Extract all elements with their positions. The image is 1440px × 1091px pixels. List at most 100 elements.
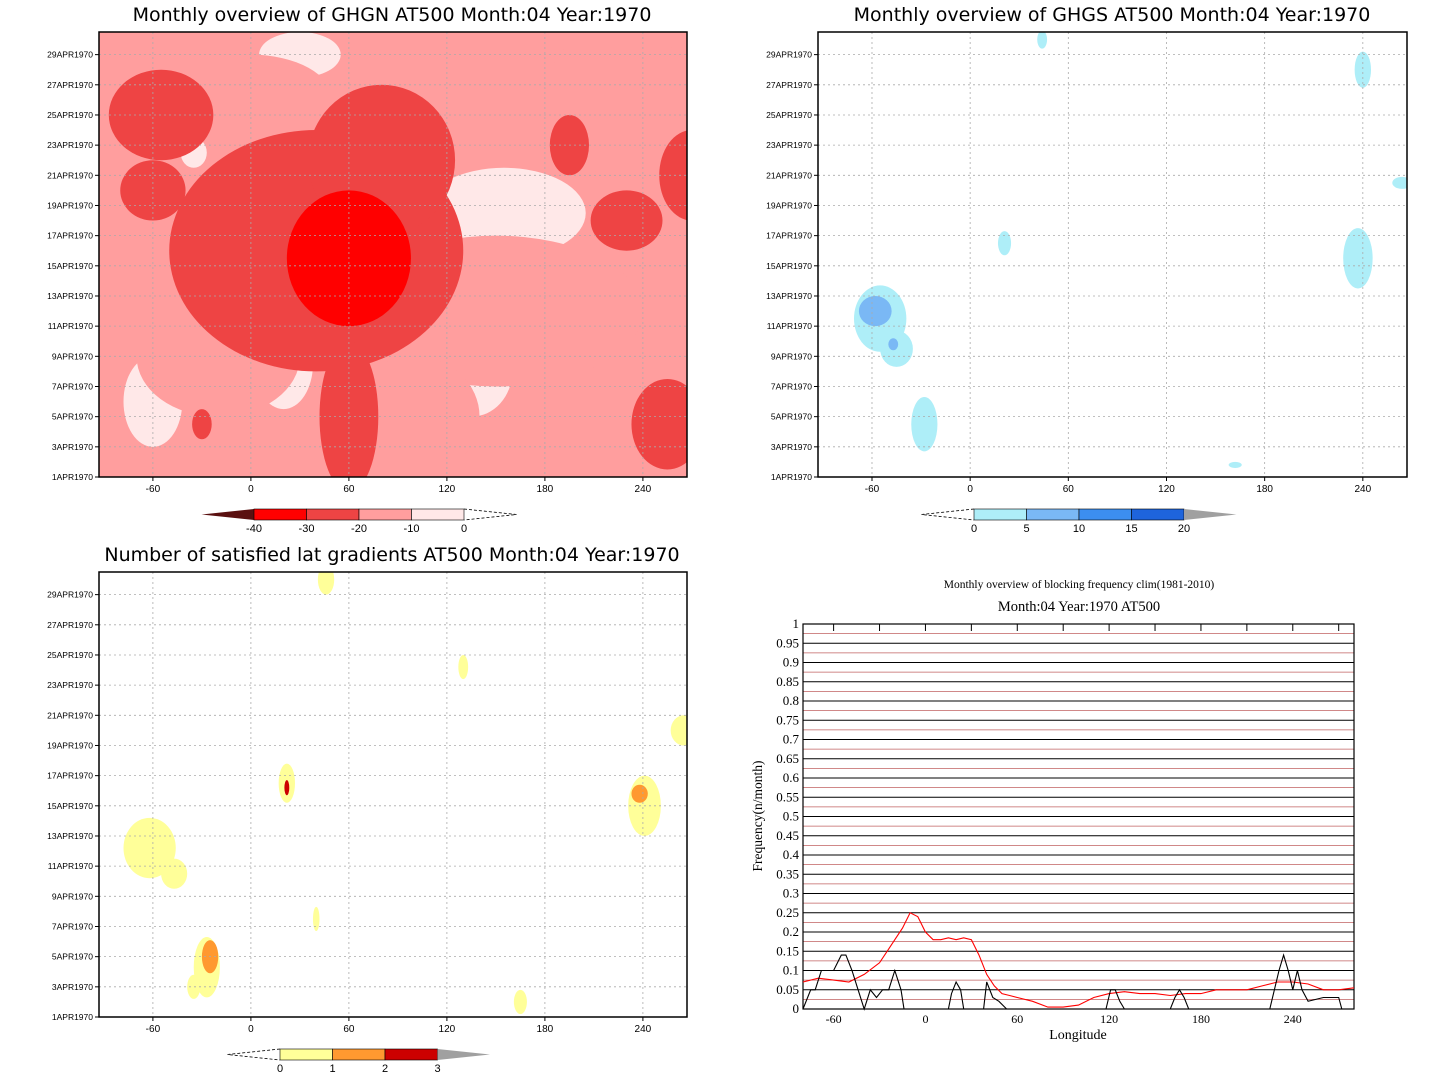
ghgn-plot-frame: [98, 31, 688, 478]
ghgn-y-tick-label: 11APR1970: [48, 321, 93, 331]
ghgs-x-tick-label: -60: [865, 484, 880, 495]
ghgn-contour-blob: [108, 69, 214, 161]
grad-x-tick-label: 240: [635, 1024, 652, 1035]
frequency-y-tick-label: 0.2: [783, 924, 799, 939]
ghgs-x-tick-label: 60: [1063, 484, 1075, 495]
grad-y-tick-label: 3APR1970: [52, 982, 93, 992]
ghgn-y-tick-label: 23APR1970: [47, 140, 93, 150]
frequency-y-tick-label: 0.75: [776, 712, 799, 727]
gradients-contour-field: [123, 572, 687, 1014]
ghgs-x-tick-label: 240: [1354, 484, 1371, 495]
colorbar-segment: [1131, 508, 1185, 521]
colorbar-label: -10: [404, 523, 420, 535]
colorbar-left-extension: [201, 509, 254, 520]
grad-contour-blob: [123, 817, 176, 879]
grad-contour-blob: [284, 780, 290, 796]
frequency-x-axis: -60 0 60 120 180 240: [826, 624, 1340, 1026]
grad-x-tick-label: 120: [439, 1024, 456, 1035]
frequency-x-tick-label: 0: [922, 1012, 928, 1026]
grad-y-tick-label: 21APR1970: [47, 710, 93, 720]
grad-y-tick-label: 9APR1970: [52, 891, 93, 901]
colorbar-segment: [332, 1048, 386, 1061]
frequency-x-tick-label: 120: [1100, 1012, 1118, 1026]
ghgs-y-tick-label: 25APR1970: [766, 110, 812, 120]
frequency-y-tick-label: 0.35: [776, 866, 799, 881]
ghgs-contour-field: [853, 32, 1407, 468]
grad-contour-blob: [513, 989, 527, 1014]
frequency-subtitle: Month:04 Year:1970 AT500: [998, 599, 1160, 615]
frequency-y-tick-label: 0: [793, 1001, 800, 1016]
ghgs-contour-blob: [997, 231, 1012, 256]
gradients-title: Number of satisfied lat gradients AT500 …: [104, 544, 679, 566]
ghgs-colorbar: 0 5 10 15 20: [921, 508, 1237, 535]
ghgn-colorbar: -40 -30 -20 -10 0: [201, 508, 517, 535]
ghgs-contour-blob: [1354, 51, 1372, 88]
ghgn-x-tick-label: 60: [343, 484, 355, 495]
gradients-colorbar: 0 1 2 3: [227, 1048, 490, 1075]
ghgn-title: Monthly overview of GHGN AT500 Month:04 …: [133, 4, 652, 26]
colorbar-label: 2: [382, 1063, 388, 1075]
colorbar-segment: [973, 508, 1027, 521]
ghgs-y-tick-label: 9APR1970: [771, 351, 812, 361]
ghgn-contour-blob: [590, 190, 663, 251]
grad-y-tick-label: 23APR1970: [47, 680, 93, 690]
colorbar-label: 1: [329, 1063, 335, 1075]
colorbar-label: -40: [246, 523, 262, 535]
frequency-y-tick-label: 0.1: [783, 963, 799, 978]
ghgn-x-tick-label: 120: [439, 484, 456, 495]
gradients-plot-frame: [98, 571, 688, 1018]
frequency-y-tick-label: 0.25: [776, 905, 799, 920]
frequency-y-tick-label: 0.7: [783, 732, 800, 747]
colorbar-label: 3: [434, 1063, 440, 1075]
grad-y-tick-label: 29APR1970: [47, 590, 93, 600]
ghgn-x-tick-label: 0: [248, 484, 254, 495]
colorbar-segment: [1078, 508, 1132, 521]
grad-x-tick-label: 180: [537, 1024, 554, 1035]
ghgn-x-axis: -60 0 60 120 180 240: [146, 477, 652, 495]
frequency-xlabel: Longitude: [1049, 1028, 1107, 1043]
grad-x-tick-label: 60: [343, 1024, 355, 1035]
ghgn-contour-blob: [120, 160, 186, 221]
colorbar-label: 10: [1073, 523, 1085, 535]
frequency-y-axis: 0 0.05 0.1 0.15 0.2 0.25 0.3 0.35 0.4 0.45 0.5 0.55…: [776, 616, 799, 1016]
frequency-y-tick-label: 0.65: [776, 751, 799, 766]
frequency-y-tick-label: 0.3: [783, 886, 799, 901]
ghgn-contour-blob: [319, 341, 379, 477]
ghgn-y-axis: 1APR1970 3APR1970 5APR1970 7APR1970 9APR1970…: [47, 50, 99, 482]
frequency-y-tick-label: 0.05: [776, 982, 799, 997]
ghgn-y-tick-label: 29APR1970: [47, 50, 93, 60]
ghgs-contour-blob: [858, 295, 892, 327]
ghgn-x-tick-label: 180: [537, 484, 554, 495]
grad-contour-blob: [312, 906, 320, 932]
frequency-y-tick-label: 1: [793, 616, 800, 631]
ghgs-x-tick-label: 180: [1256, 484, 1273, 495]
ghgs-contour-blob: [1228, 461, 1242, 468]
frequency-panel: Monthly overview of blocking frequency c…: [750, 579, 1355, 1043]
grad-y-tick-label: 5APR1970: [52, 952, 93, 962]
colorbar-right-extension: [463, 508, 517, 521]
ghgs-y-tick-label: 7APR1970: [771, 381, 812, 391]
ghgn-x-tick-label: -60: [146, 484, 161, 495]
ghgn-y-tick-label: 13APR1970: [47, 291, 93, 301]
frequency-y-tick-label: 0.6: [783, 770, 800, 785]
ghgs-contour-blob: [1343, 228, 1373, 289]
frequency-series: [802, 912, 1355, 1011]
frequency-y-tick-label: 0.5: [783, 809, 799, 824]
ghgn-y-tick-label: 17APR1970: [47, 231, 93, 241]
ghgs-y-tick-label: 11APR1970: [767, 321, 812, 331]
ghgn-y-tick-label: 1APR1970: [52, 472, 93, 482]
ghgs-x-tick-label: 0: [967, 484, 973, 495]
frequency-y-tick-label: 0.95: [776, 635, 799, 650]
grad-y-tick-label: 19APR1970: [47, 740, 93, 750]
frequency-y-tick-label: 0.4: [783, 847, 800, 862]
grad-contour-blob: [670, 715, 687, 746]
ghgn-y-tick-label: 9APR1970: [52, 351, 93, 361]
colorbar-segment: [384, 1048, 438, 1061]
ghgn-y-tick-label: 15APR1970: [47, 261, 93, 271]
ghgs-y-axis: 1APR1970 3APR1970 5APR1970 7APR1970 9APR1970…: [766, 50, 818, 482]
grad-y-tick-label: 1APR1970: [52, 1012, 93, 1022]
ghgs-plot-frame: [817, 31, 1408, 478]
colorbar-segment: [1026, 508, 1080, 521]
colorbar-label: -20: [351, 523, 367, 535]
